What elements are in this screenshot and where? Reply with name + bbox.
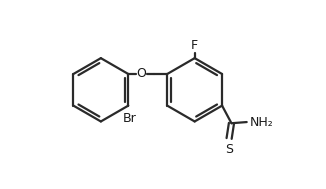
Text: O: O (137, 67, 146, 81)
Text: Br: Br (123, 112, 136, 125)
Text: F: F (191, 39, 198, 52)
Text: S: S (225, 143, 233, 156)
Text: NH₂: NH₂ (250, 115, 274, 129)
